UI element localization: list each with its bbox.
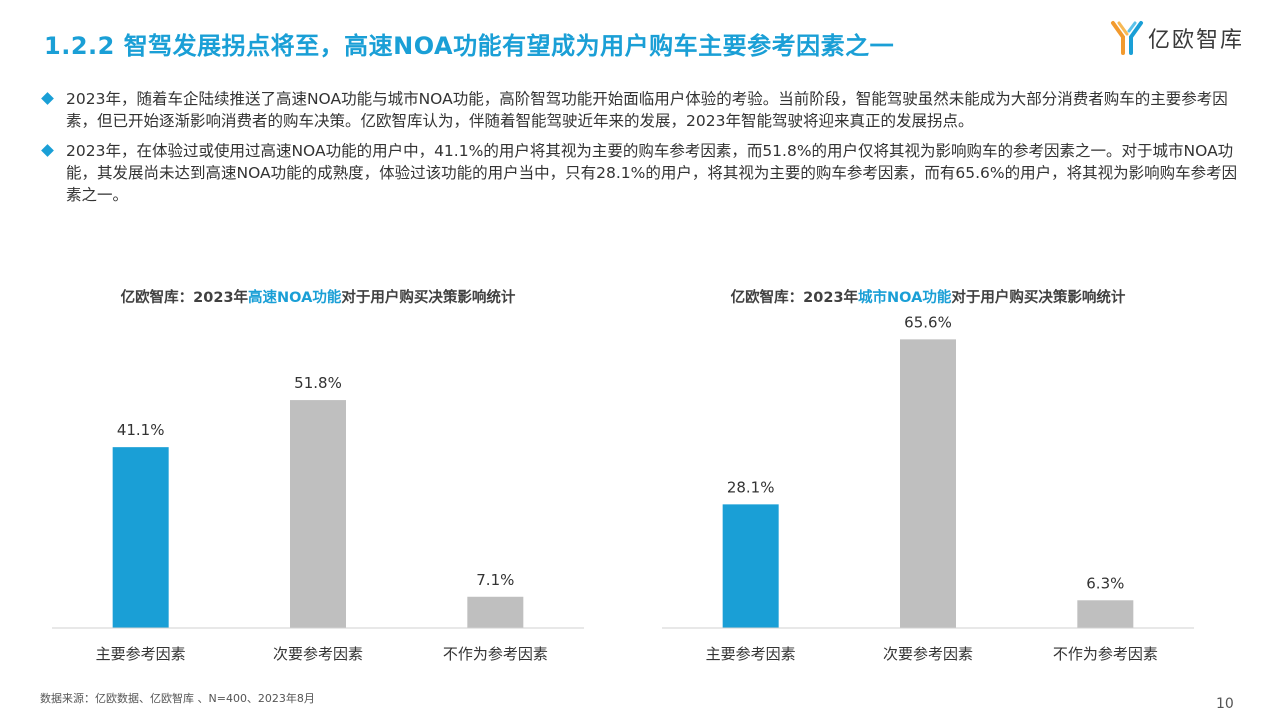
chart-title-prefix: 亿欧智库：2023年 [120, 290, 249, 306]
page-title: 1.2.2 智驾发展拐点将至，高速NOA功能有望成为用户购车主要参考因素之一 [44, 32, 895, 60]
bar [112, 447, 169, 628]
data-label: 41.1% [117, 421, 165, 439]
category-label: 次要参考因素 [883, 645, 973, 663]
highway-noa-chart: 亿欧智库：2023年高速NOA功能对于用户购买决策影响统计 41.1% 主要参考因… [52, 280, 584, 680]
bullet-item: 2023年，在体验过或使用过高速NOA功能的用户中，41.1%的用户将其视为主要… [40, 140, 1240, 206]
category-label: 次要参考因素 [273, 645, 363, 663]
data-label: 51.8% [294, 374, 342, 392]
category-label: 主要参考因素 [706, 645, 796, 663]
bar [722, 504, 779, 628]
chart-title-suffix: 对于用户购买决策影响统计 [951, 290, 1126, 306]
data-label: 28.1% [727, 478, 775, 496]
chart-title: 亿欧智库：2023年城市NOA功能对于用户购买决策影响统计 [662, 286, 1194, 307]
city-noa-chart: 亿欧智库：2023年城市NOA功能对于用户购买决策影响统计 28.1% 主要参考因… [662, 280, 1194, 680]
bullet-text: 2023年，在体验过或使用过高速NOA功能的用户中，41.1%的用户将其视为主要… [66, 142, 1238, 204]
brand-logo: 亿欧智库 [1110, 18, 1244, 58]
page-number: 10 [1216, 696, 1234, 712]
diamond-bullet-icon [41, 92, 54, 105]
chart-title-highlight: 高速NOA功能 [248, 290, 342, 306]
bar-chart-svg: 41.1% 主要参考因素 51.8% 次要参考因素 7.1% 不作为参考因素 [52, 374, 584, 663]
bar [1077, 600, 1134, 628]
chart-title-highlight: 城市NOA功能 [858, 290, 952, 306]
chart-title-suffix: 对于用户购买决策影响统计 [341, 290, 516, 306]
bullet-list: 2023年，随着车企陆续推送了高速NOA功能与城市NOA功能，高阶智驾功能开始面… [40, 88, 1240, 214]
data-label: 6.3% [1086, 574, 1124, 592]
bullet-item: 2023年，随着车企陆续推送了高速NOA功能与城市NOA功能，高阶智驾功能开始面… [40, 88, 1240, 132]
data-source-note: 数据来源：亿欧数据、亿欧智库 、N=400、2023年8月 [40, 692, 315, 705]
chart-title: 亿欧智库：2023年高速NOA功能对于用户购买决策影响统计 [52, 286, 584, 307]
chart-title-prefix: 亿欧智库：2023年 [730, 290, 859, 306]
category-label: 不作为参考因素 [1053, 645, 1158, 663]
logo-icon [1111, 21, 1143, 55]
bar [290, 400, 346, 628]
data-label: 65.6% [904, 313, 952, 331]
bar-chart-svg: 28.1% 主要参考因素 65.6% 次要参考因素 6.3% 不作为参考因素 [662, 313, 1194, 663]
bar [900, 339, 956, 628]
data-label: 7.1% [476, 571, 514, 589]
diamond-bullet-icon [41, 144, 54, 157]
logo-text: 亿欧智库 [1148, 28, 1245, 53]
category-label: 主要参考因素 [96, 645, 186, 663]
category-label: 不作为参考因素 [443, 645, 548, 663]
bullet-text: 2023年，随着车企陆续推送了高速NOA功能与城市NOA功能，高阶智驾功能开始面… [66, 90, 1228, 130]
bar [467, 596, 524, 628]
